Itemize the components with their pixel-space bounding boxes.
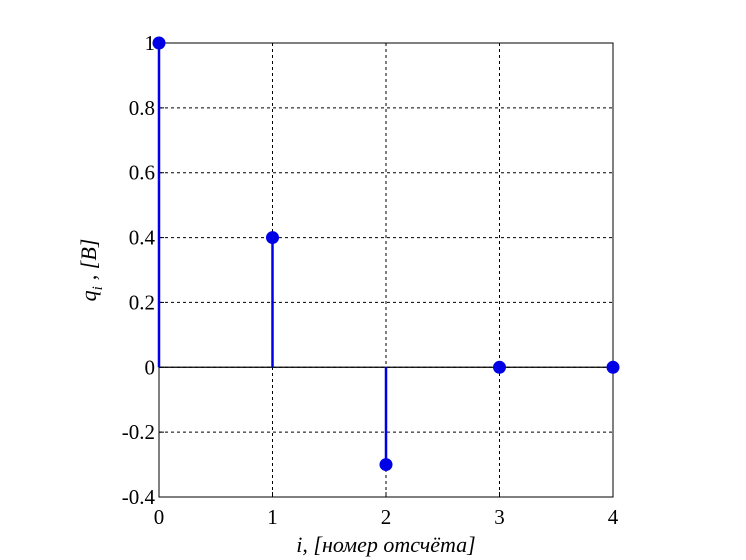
y-label-suffix: , [В] bbox=[76, 239, 101, 281]
y-tick-label: 0.8 bbox=[129, 96, 155, 120]
y-axis-label: qi , [В] bbox=[76, 239, 106, 302]
x-tick-label: 0 bbox=[154, 505, 165, 529]
y-label-main: q bbox=[76, 290, 101, 301]
y-tick-label: -0.2 bbox=[122, 420, 155, 444]
stem-marker bbox=[606, 360, 620, 374]
stem-marker bbox=[379, 458, 393, 472]
stem-marker bbox=[266, 231, 279, 245]
stem-marker bbox=[152, 36, 166, 50]
y-tick-label: -0.4 bbox=[122, 485, 156, 509]
x-tick-label: 2 bbox=[381, 505, 392, 529]
y-tick-label: 0 bbox=[145, 355, 156, 379]
x-tick-label: 4 bbox=[608, 505, 619, 529]
x-tick-label: 3 bbox=[494, 505, 505, 529]
y-label-sub: i bbox=[90, 286, 106, 290]
y-tick-label: 1 bbox=[145, 31, 156, 55]
stem-marker bbox=[493, 360, 506, 374]
x-axis-label: i, [номер отсчёта] bbox=[296, 532, 475, 557]
y-tick-label: 0.2 bbox=[129, 290, 155, 314]
x-tick-label: 1 bbox=[267, 505, 278, 529]
y-tick-label: 0.4 bbox=[129, 226, 156, 250]
y-tick-label: 0.6 bbox=[129, 161, 155, 185]
